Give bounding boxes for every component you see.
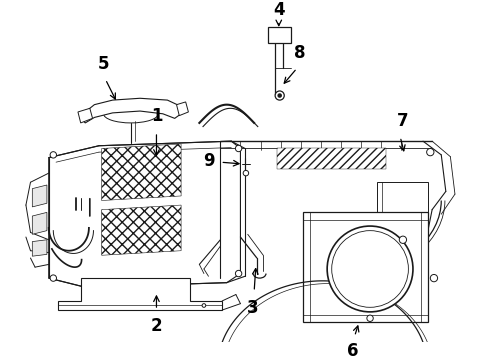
Text: 6: 6 [347, 342, 359, 360]
Polygon shape [32, 240, 47, 256]
Polygon shape [102, 205, 181, 255]
Circle shape [327, 226, 413, 312]
Polygon shape [102, 144, 181, 201]
Polygon shape [32, 212, 47, 234]
Text: 7: 7 [397, 112, 409, 130]
Circle shape [399, 236, 407, 243]
Circle shape [277, 93, 282, 98]
Polygon shape [277, 148, 387, 168]
Polygon shape [302, 212, 428, 322]
Text: 9: 9 [203, 152, 215, 170]
Text: 4: 4 [273, 1, 285, 19]
Text: 8: 8 [294, 44, 306, 62]
Polygon shape [176, 102, 188, 116]
Circle shape [50, 275, 56, 281]
Text: 1: 1 [151, 107, 162, 125]
Circle shape [50, 152, 56, 158]
Polygon shape [49, 141, 241, 287]
Circle shape [235, 145, 242, 152]
Text: 5: 5 [98, 55, 109, 73]
Circle shape [427, 148, 434, 156]
Polygon shape [377, 182, 428, 237]
Polygon shape [268, 27, 291, 42]
Polygon shape [58, 278, 222, 310]
Text: 3: 3 [246, 299, 258, 317]
Text: 2: 2 [150, 318, 162, 336]
Circle shape [235, 270, 242, 277]
Circle shape [367, 315, 373, 321]
Circle shape [430, 274, 438, 282]
Polygon shape [81, 98, 181, 123]
Polygon shape [78, 108, 93, 123]
Circle shape [202, 304, 206, 307]
Polygon shape [32, 185, 47, 207]
Circle shape [332, 231, 408, 307]
Circle shape [275, 91, 284, 100]
Circle shape [243, 170, 248, 176]
